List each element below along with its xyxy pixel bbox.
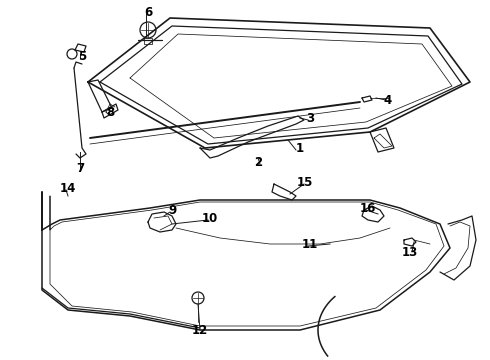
Text: 11: 11 <box>302 238 318 252</box>
Text: 1: 1 <box>296 141 304 154</box>
Text: 13: 13 <box>402 246 418 258</box>
Text: 9: 9 <box>168 203 176 216</box>
Text: 2: 2 <box>254 157 262 170</box>
Text: 5: 5 <box>78 50 86 63</box>
Text: 15: 15 <box>297 176 313 189</box>
Text: 16: 16 <box>360 202 376 215</box>
Text: 10: 10 <box>202 211 218 225</box>
Text: 6: 6 <box>144 6 152 19</box>
Text: 4: 4 <box>384 94 392 107</box>
Text: 3: 3 <box>306 112 314 125</box>
Text: 7: 7 <box>76 162 84 175</box>
Text: 14: 14 <box>60 181 76 194</box>
Text: 12: 12 <box>192 324 208 337</box>
Text: 8: 8 <box>106 107 114 120</box>
